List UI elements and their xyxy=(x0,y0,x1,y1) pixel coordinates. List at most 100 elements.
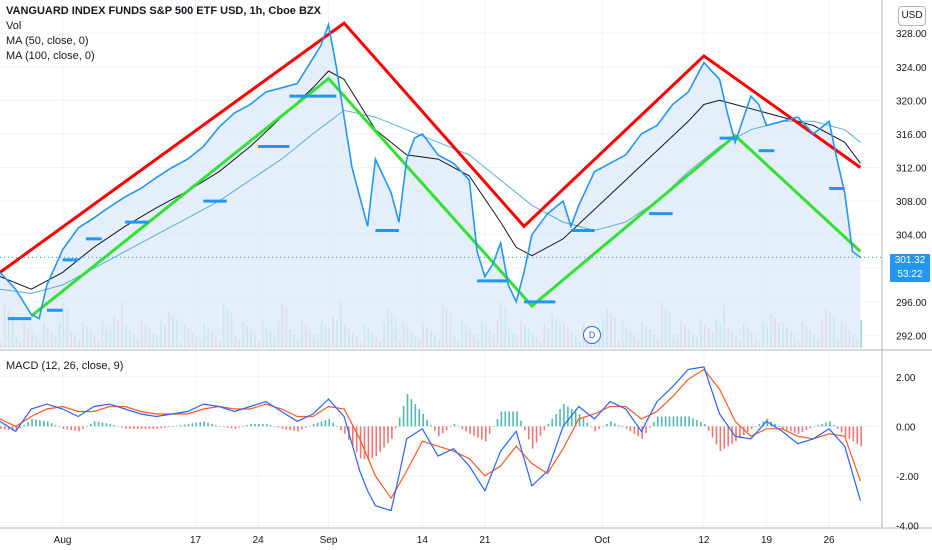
macd-histogram-bar xyxy=(696,420,698,427)
macd-histogram-bar xyxy=(860,426,862,447)
macd-histogram-bar xyxy=(805,426,808,431)
macd-histogram-bar xyxy=(543,426,546,431)
macd-histogram-bar xyxy=(840,426,843,433)
macd-histogram-bar xyxy=(535,426,538,443)
currency-button[interactable]: USD xyxy=(898,6,926,26)
macd-histogram-bar xyxy=(598,426,600,429)
macd-histogram-bar xyxy=(187,423,190,427)
macd-histogram-bar xyxy=(355,426,358,453)
macd-histogram-bar xyxy=(500,411,503,427)
macd-histogram-bar xyxy=(594,426,597,432)
macd-histogram-bar xyxy=(617,425,620,427)
macd-histogram-bar xyxy=(524,426,526,431)
macd-histogram-bar xyxy=(821,423,823,427)
macd-histogram-bar xyxy=(211,423,213,427)
macd-histogram-bar xyxy=(438,426,440,437)
macd-histogram-bar xyxy=(809,426,812,429)
macd-histogram-bar xyxy=(371,426,374,458)
macd-histogram-bar xyxy=(35,419,37,427)
support-trendline xyxy=(30,76,862,318)
macd-histogram-bar xyxy=(664,416,667,427)
macd-histogram-bar xyxy=(113,425,116,427)
macd-histogram-bar xyxy=(778,426,780,427)
macd-histogram-bar xyxy=(829,421,831,427)
macd-histogram-bar xyxy=(262,423,264,427)
macd-histogram-bar xyxy=(175,425,178,427)
macd-histogram-bar xyxy=(449,426,452,427)
macd-tick-label: -4.00 xyxy=(896,522,919,533)
macd-histogram-bar xyxy=(852,426,855,442)
macd-histogram-bar xyxy=(406,394,409,427)
macd-histogram-bar xyxy=(512,411,514,427)
macd-histogram-bar xyxy=(496,418,499,427)
macd-histogram-bar xyxy=(156,426,159,429)
last-price-badge: 301.32 xyxy=(890,254,930,268)
macd-tick-label: 0.00 xyxy=(896,422,916,433)
time-tick-label: 26 xyxy=(824,535,836,546)
macd-histogram-bar xyxy=(590,426,593,427)
macd-legend: MACD (12, 26, close, 9) xyxy=(6,359,123,374)
macd-histogram-bar xyxy=(316,422,319,427)
macd-histogram-bar xyxy=(89,423,92,427)
macd-histogram-bar xyxy=(461,426,464,429)
macd-histogram-bar xyxy=(657,416,659,427)
macd-histogram-bar xyxy=(793,426,796,433)
macd-histogram-bar xyxy=(402,405,405,427)
macd-histogram-bar xyxy=(340,426,342,431)
macd-histogram-bar xyxy=(610,421,612,427)
macd-histogram-bar xyxy=(269,425,272,427)
macd-histogram-bar xyxy=(289,426,291,431)
dividend-marker-icon[interactable]: D xyxy=(583,326,601,344)
macd-histogram-bar xyxy=(586,422,589,427)
macd-histogram-bar xyxy=(250,423,252,427)
macd-histogram-bar xyxy=(305,426,307,428)
macd-histogram-bar xyxy=(676,416,679,427)
macd-tick-label: 2.00 xyxy=(896,373,916,384)
macd-histogram-bar xyxy=(551,418,554,427)
macd-histogram-bar xyxy=(637,426,640,437)
macd-histogram-bar xyxy=(578,413,581,427)
time-tick-label: Sep xyxy=(320,535,338,546)
macd-histogram-bar xyxy=(653,422,655,427)
macd-histogram-bar xyxy=(527,426,530,440)
macd-histogram-bar xyxy=(711,426,714,438)
support-levels xyxy=(7,94,845,321)
macd-panel xyxy=(0,366,862,512)
macd-histogram-bar xyxy=(445,426,448,431)
macd-histogram-bar xyxy=(422,413,424,427)
macd-histogram-bar xyxy=(481,426,483,440)
macd-histogram-bar xyxy=(453,423,456,427)
macd-histogram-bar xyxy=(817,425,819,427)
price-tick-label: 292.00 xyxy=(896,331,927,342)
macd-histogram-bar xyxy=(492,426,495,427)
macd-histogram-bar xyxy=(164,426,166,428)
macd-histogram-bar xyxy=(66,426,69,430)
macd-histogram-bar xyxy=(762,421,765,427)
price-area xyxy=(0,24,861,349)
macd-histogram-bar xyxy=(613,423,616,427)
macd-histogram-bar xyxy=(344,426,346,434)
macd-histogram-bar xyxy=(789,426,792,432)
macd-histogram-bar xyxy=(199,422,202,427)
macd-histogram-bar xyxy=(273,426,276,427)
macd-histogram-bar xyxy=(74,426,76,431)
macd-histogram-bar xyxy=(50,423,53,427)
macd-histogram-bar xyxy=(62,426,65,429)
time-tick-label: 17 xyxy=(190,535,202,546)
trendlines xyxy=(0,21,862,318)
macd-histogram-bar xyxy=(387,426,389,444)
macd-histogram-bar xyxy=(700,422,702,427)
macd-histogram-bar xyxy=(332,422,335,427)
macd-histogram-bar xyxy=(746,426,749,432)
macd-histogram-bar xyxy=(570,409,573,427)
price-tick-label: 312.00 xyxy=(896,164,927,175)
volume-bar xyxy=(860,320,862,348)
macd-histogram-bar xyxy=(172,426,174,427)
macd-histogram-bar xyxy=(684,416,686,427)
macd-histogram-bar xyxy=(222,426,225,427)
macd-histogram-bar xyxy=(238,426,241,428)
macd-histogram-bar xyxy=(19,426,22,429)
macd-histogram-bar xyxy=(649,426,651,428)
macd-histogram-bar xyxy=(277,426,280,428)
